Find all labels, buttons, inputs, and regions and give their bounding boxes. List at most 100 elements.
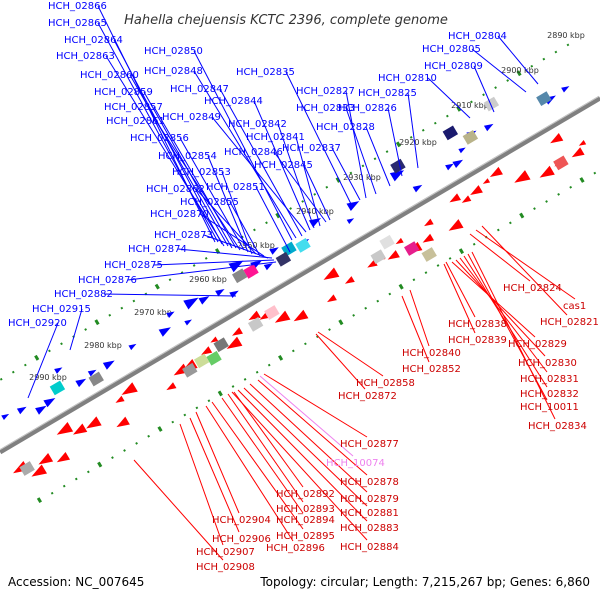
reverse-gene-arrow — [293, 309, 309, 322]
forward-gene-label[interactable]: HCH_02859 — [94, 87, 153, 98]
forward-gene-label[interactable]: HCH_02825 — [358, 88, 417, 99]
forward-gene-label[interactable]: HCH_02864 — [64, 35, 123, 46]
kbp-tick-label: 2980 kbp — [84, 341, 122, 350]
forward-gene-label[interactable]: HCH_02835 — [236, 67, 295, 78]
forward-gene-label[interactable]: HCH_02849 — [162, 112, 221, 123]
forward-label-leader-line — [253, 100, 311, 231]
tick-mark-upper — [204, 256, 208, 260]
feature-block — [206, 350, 222, 366]
reverse-gene-label[interactable]: HCH_02906 — [212, 534, 271, 545]
forward-gene-label[interactable]: HCH_02809 — [424, 61, 483, 72]
reverse-gene-label[interactable]: HCH_02892 — [276, 489, 335, 500]
reverse-label-leader-line — [409, 289, 430, 347]
reverse-gene-label[interactable]: HCH_02858 — [356, 378, 415, 389]
forward-gene-arrow — [166, 311, 175, 319]
reverse-gene-label[interactable]: HCH_02883 — [340, 523, 399, 534]
tick-mark-upper — [289, 207, 292, 210]
reverse-gene-label[interactable]: HCH_02907 — [196, 547, 255, 558]
kbp-tick-label: 2900 kbp — [501, 66, 539, 75]
reverse-gene-label[interactable]: cas1 — [563, 301, 586, 312]
tick-mark-lower — [388, 292, 392, 296]
tick-mark-lower — [111, 456, 114, 460]
forward-label-leader-line — [365, 126, 391, 187]
forward-gene-label[interactable]: HCH_02873 — [154, 230, 213, 241]
reverse-gene-label[interactable]: HCH_02893 — [276, 504, 335, 515]
tick-mark-lower — [376, 299, 380, 303]
forward-gene-label[interactable]: HCH_02844 — [204, 96, 263, 107]
reverse-gene-label[interactable]: HCH_02821 — [540, 317, 599, 328]
reverse-gene-label[interactable]: HCH_02884 — [340, 542, 399, 553]
forward-gene-label[interactable]: HCH_02856 — [130, 133, 189, 144]
reverse-gene-label[interactable]: HCH_02832 — [520, 389, 579, 400]
reverse-gene-label[interactable]: HCH_02824 — [503, 283, 562, 294]
tick-mark-lower — [195, 406, 199, 410]
reverse-gene-label[interactable]: HCH_02896 — [266, 543, 325, 554]
forward-label-leader-line — [177, 248, 273, 259]
forward-gene-label[interactable]: HCH_02810 — [378, 73, 437, 84]
reverse-gene-label[interactable]: HCH_02852 — [402, 364, 461, 375]
tick-mark-upper — [132, 299, 136, 303]
forward-gene-label[interactable]: HCH_02855 — [180, 197, 239, 208]
reverse-gene-label[interactable]: HCH_02894 — [276, 515, 335, 526]
reverse-gene-label[interactable]: HCH_10074 — [326, 458, 385, 469]
forward-gene-label[interactable]: HCH_02866 — [48, 1, 107, 12]
forward-gene-label[interactable]: HCH_02846 — [224, 147, 283, 158]
forward-gene-label[interactable]: HCH_02845 — [254, 160, 313, 171]
forward-gene-label[interactable]: HCH_02862 — [146, 184, 205, 195]
forward-gene-arrow — [215, 288, 225, 297]
forward-gene-label[interactable]: HCH_02848 — [144, 66, 203, 77]
forward-gene-label[interactable]: HCH_02875 — [104, 260, 163, 271]
forward-gene-label[interactable]: HCH_02874 — [128, 244, 187, 255]
forward-gene-label[interactable]: HCH_02841 — [246, 132, 305, 143]
forward-gene-label[interactable]: HCH_02837 — [282, 143, 341, 154]
forward-gene-arrow — [1, 413, 10, 421]
forward-gene-label[interactable]: HCH_02861 — [106, 116, 165, 127]
tick-mark-lower — [398, 283, 404, 290]
reverse-gene-label[interactable]: HCH_02908 — [196, 562, 255, 573]
reverse-gene-label[interactable]: HCH_02834 — [528, 421, 587, 432]
forward-gene-label[interactable]: HCH_02851 — [206, 182, 265, 193]
reverse-gene-arrow — [38, 453, 54, 465]
reverse-label-leader-line — [205, 405, 294, 542]
reverse-gene-label[interactable]: HCH_02904 — [212, 515, 271, 526]
forward-gene-label[interactable]: HCH_02915 — [32, 304, 91, 315]
forward-gene-label[interactable]: HCH_02842 — [228, 119, 287, 130]
reverse-gene-label[interactable]: HCH_02872 — [338, 391, 397, 402]
forward-gene-label[interactable]: HCH_02882 — [54, 289, 113, 300]
reverse-gene-label[interactable]: HCH_02831 — [520, 374, 579, 385]
reverse-gene-label[interactable]: HCH_02830 — [518, 358, 577, 369]
reverse-gene-label[interactable]: HCH_02879 — [340, 494, 399, 505]
forward-gene-label[interactable]: HCH_02870 — [150, 209, 209, 220]
forward-gene-label[interactable]: HCH_02827 — [296, 86, 355, 97]
reverse-gene-label[interactable]: HCH_02839 — [448, 335, 507, 346]
reverse-gene-label[interactable]: HCH_02881 — [340, 508, 399, 519]
forward-gene-label[interactable]: HCH_02865 — [48, 18, 107, 29]
forward-gene-label[interactable]: HCH_02804 — [448, 31, 507, 42]
tick-mark-upper — [0, 377, 3, 381]
tick-mark-upper — [470, 100, 473, 104]
reverse-gene-label[interactable]: HCH_02895 — [276, 531, 335, 542]
forward-gene-arrow — [102, 360, 115, 370]
feature-block — [182, 362, 198, 378]
reverse-gene-label[interactable]: HCH_02878 — [340, 477, 399, 488]
reverse-gene-label[interactable]: HCH_02840 — [402, 348, 461, 359]
forward-gene-label[interactable]: HCH_02826 — [338, 103, 397, 114]
forward-gene-label[interactable]: HCH_02805 — [422, 44, 481, 55]
forward-gene-label[interactable]: HCH_02920 — [8, 318, 67, 329]
forward-gene-label[interactable]: HCH_02847 — [170, 84, 229, 95]
forward-gene-label[interactable]: HCH_02828 — [316, 122, 375, 133]
tick-mark-lower — [147, 434, 151, 438]
reverse-gene-label[interactable]: HCH_02877 — [340, 439, 399, 450]
reverse-gene-label[interactable]: HCH_02838 — [448, 319, 507, 330]
forward-gene-label[interactable]: HCH_02854 — [158, 151, 217, 162]
forward-gene-label[interactable]: HCH_02853 — [172, 167, 231, 178]
reverse-gene-label[interactable]: HCH_02829 — [508, 339, 567, 350]
forward-gene-label[interactable]: HCH_02876 — [78, 275, 137, 286]
forward-gene-arrow — [54, 367, 63, 374]
forward-gene-label[interactable]: HCH_02857 — [104, 102, 163, 113]
forward-gene-label[interactable]: HCH_02860 — [80, 70, 139, 81]
forward-gene-label[interactable]: HCH_02850 — [144, 46, 203, 57]
reverse-gene-label[interactable]: HCH_10011 — [520, 402, 579, 413]
forward-gene-label[interactable]: HCH_02863 — [56, 51, 115, 62]
forward-gene-label[interactable]: HCH_02833 — [296, 103, 355, 114]
